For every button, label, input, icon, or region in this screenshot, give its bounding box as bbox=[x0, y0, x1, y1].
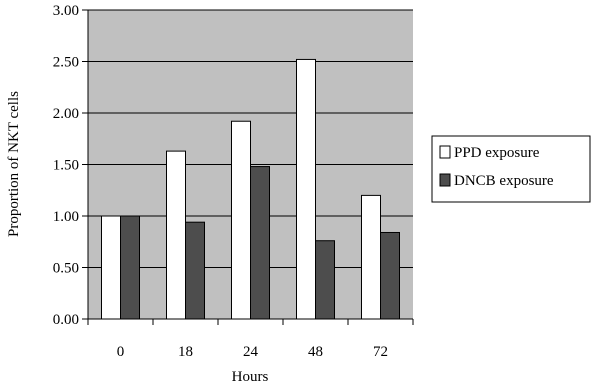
y-tick-label: 1.50 bbox=[53, 158, 79, 174]
x-axis-ticks: 0 18 24 48 72 bbox=[87, 319, 414, 360]
x-tick-label: 0 bbox=[117, 344, 125, 360]
bar-dncb-18 bbox=[185, 221, 205, 320]
legend-swatch-ppd bbox=[439, 145, 451, 159]
y-tick-label: 3.00 bbox=[53, 3, 79, 19]
y-tick-label: 1.00 bbox=[53, 209, 79, 225]
bar-ppd-72 bbox=[361, 194, 381, 320]
bars bbox=[101, 58, 400, 320]
y-tick-label: 0.00 bbox=[53, 312, 79, 328]
legend-box bbox=[431, 135, 591, 203]
y-tick-label: 0.50 bbox=[53, 261, 79, 277]
bar-ppd-24 bbox=[231, 120, 251, 320]
legend-swatch-dncb bbox=[439, 173, 451, 187]
bar-dncb-24 bbox=[250, 166, 270, 320]
legend-label-ppd: PPD exposure bbox=[454, 145, 540, 161]
y-tick-label: 2.50 bbox=[53, 55, 79, 71]
y-axis-title: Proportion of NKT cells bbox=[6, 91, 22, 237]
bar-ppd-0 bbox=[101, 215, 121, 320]
x-tick-label: 24 bbox=[243, 344, 259, 360]
y-tick-label: 2.00 bbox=[53, 106, 79, 122]
x-axis-title: Hours bbox=[232, 369, 269, 385]
bar-ppd-18 bbox=[166, 150, 186, 320]
legend: PPD exposure DNCB exposure bbox=[439, 145, 554, 189]
x-tick-label: 72 bbox=[373, 344, 388, 360]
bar-ppd-48 bbox=[296, 58, 316, 320]
y-axis-ticks: 0.00 0.50 1.00 1.50 2.00 2.50 3.00 bbox=[53, 3, 88, 328]
bar-dncb-48 bbox=[315, 240, 335, 320]
legend-label-dncb: DNCB exposure bbox=[454, 173, 554, 189]
x-tick-label: 18 bbox=[178, 344, 193, 360]
bar-dncb-72 bbox=[380, 231, 400, 320]
bar-dncb-0 bbox=[120, 215, 140, 320]
x-tick-label: 48 bbox=[308, 344, 323, 360]
